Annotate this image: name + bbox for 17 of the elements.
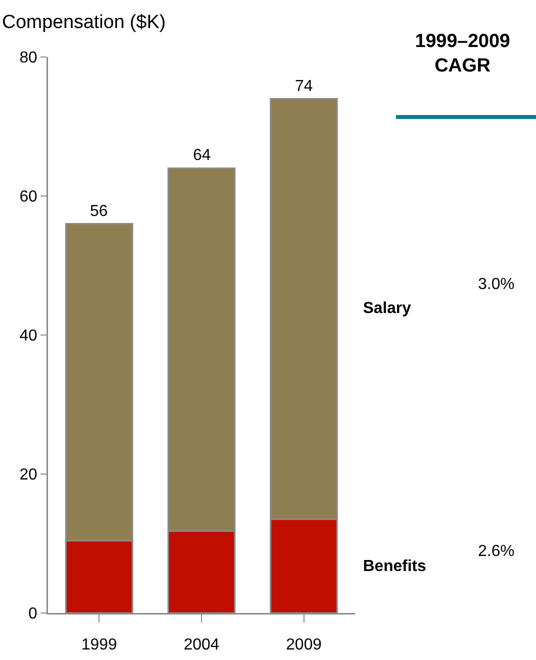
text: 2.6% — [478, 543, 514, 560]
total-label: 64 — [193, 147, 211, 164]
x-tick-label: 1999 — [81, 636, 118, 654]
y-tick-label: 40 — [20, 328, 38, 345]
text: 1999–2009 CAGR — [415, 31, 510, 77]
series-label: Salary — [363, 300, 412, 317]
y-tick-label: 80 — [20, 50, 38, 67]
x-tick-label: 2004 — [184, 636, 220, 654]
y-axis-title: Compensation ($K) — [2, 12, 166, 33]
x-tick-label: 2009 — [286, 636, 322, 654]
y-tick-label: 0 — [28, 606, 38, 623]
total-label: 56 — [90, 203, 108, 220]
y-tick-label: 60 — [20, 188, 38, 206]
y-tick-label: 20 — [20, 466, 38, 484]
series-label: Benefits — [363, 558, 426, 575]
total-label: 74 — [295, 78, 313, 95]
text: 3.0% — [478, 276, 514, 293]
